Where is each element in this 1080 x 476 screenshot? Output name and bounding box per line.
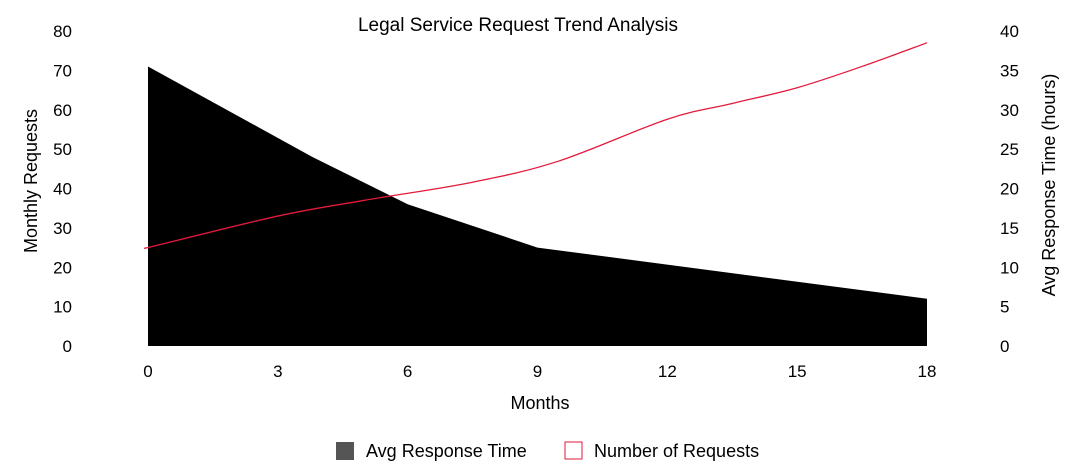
x-tick-label: 3 <box>273 362 282 381</box>
y-right-tick-label: 30 <box>1000 101 1019 120</box>
y-right-tick-label: 5 <box>1000 298 1009 317</box>
y-left-tick-label: 50 <box>53 140 72 159</box>
x-tick-label: 6 <box>403 362 412 381</box>
y-right-tick-label: 35 <box>1000 61 1019 80</box>
legend-swatch-avg-response-time <box>336 442 354 460</box>
y-right-tick-label: 15 <box>1000 219 1019 238</box>
y-left-tick-label: 10 <box>53 298 72 317</box>
line-series-number-of-requests <box>143 42 928 250</box>
x-axis-title: Months <box>510 393 569 413</box>
legend-item-avg-response-time[interactable]: Avg Response Time <box>336 441 527 461</box>
y-left-tick-label: 70 <box>53 61 72 80</box>
y-right-tick-label: 0 <box>1000 337 1009 356</box>
x-tick-label: 15 <box>788 362 807 381</box>
x-axis-ticks: 0 3 6 9 12 15 18 <box>143 362 936 381</box>
y-left-tick-label: 20 <box>53 258 72 277</box>
x-tick-label: 0 <box>143 362 152 381</box>
legend-label-number-of-requests: Number of Requests <box>594 441 759 461</box>
y-right-tick-label: 25 <box>1000 140 1019 159</box>
y-right-axis-ticks: 0 5 10 15 20 25 30 35 40 <box>1000 22 1019 356</box>
y-right-tick-label: 40 <box>1000 22 1019 41</box>
area-series-avg-response-time <box>148 66 927 346</box>
y-left-tick-label: 30 <box>53 219 72 238</box>
y-left-tick-label: 60 <box>53 101 72 120</box>
legend-item-number-of-requests[interactable]: Number of Requests <box>564 441 759 461</box>
line-layer <box>143 42 928 250</box>
legend-swatch-number-of-requests <box>564 441 583 460</box>
chart-title: Legal Service Request Trend Analysis <box>358 15 678 36</box>
y-right-tick-label: 20 <box>1000 180 1019 199</box>
y-left-tick-label: 40 <box>53 180 72 199</box>
x-tick-label: 9 <box>533 362 542 381</box>
y-left-tick-label: 80 <box>53 22 72 41</box>
y-left-axis-title: Monthly Requests <box>21 109 41 253</box>
y-right-axis-title: Avg Response Time (hours) <box>1039 74 1059 297</box>
legend: Avg Response Time Number of Requests <box>336 441 759 461</box>
x-tick-label: 18 <box>918 362 937 381</box>
area-layer <box>148 66 927 346</box>
legend-label-avg-response-time: Avg Response Time <box>366 441 527 461</box>
y-right-tick-label: 10 <box>1000 258 1019 277</box>
y-left-tick-label: 0 <box>63 337 72 356</box>
y-left-axis-ticks: 0 10 20 30 40 50 60 70 80 <box>53 22 72 356</box>
x-tick-label: 12 <box>658 362 677 381</box>
